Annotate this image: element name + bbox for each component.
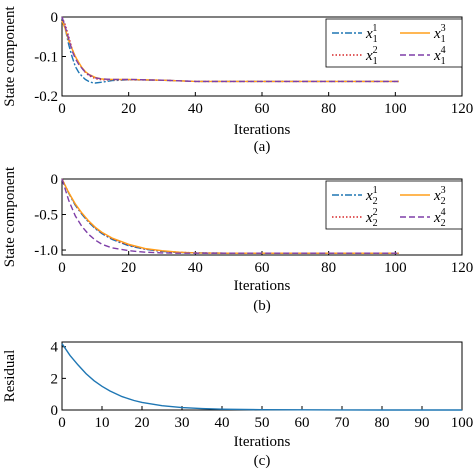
x-tick-label: 20 — [121, 101, 136, 117]
x-tick-label: 80 — [375, 415, 390, 431]
legend-superscript: 1 — [372, 23, 377, 34]
legend-superscript: 4 — [441, 207, 446, 218]
legend-name: x — [433, 188, 441, 204]
x-tick-label: 70 — [335, 415, 350, 431]
legend-entry: x23 — [433, 185, 446, 207]
legend-entry: x13 — [433, 23, 446, 45]
legend-name: x — [365, 26, 373, 42]
legend-subscript: 2 — [373, 218, 378, 229]
x-tick-label: 0 — [58, 260, 66, 276]
legend-box — [325, 180, 463, 230]
x-tick-label: 100 — [451, 415, 474, 431]
legend-name: x — [433, 26, 441, 42]
legend-entry: x12 — [365, 45, 378, 67]
legend-box — [325, 18, 463, 68]
legend-superscript: 1 — [373, 185, 378, 196]
legend-superscript: 2 — [373, 207, 378, 218]
y-tick-label: 0 — [51, 172, 59, 188]
legend-entry: x14 — [433, 45, 446, 67]
panel-caption: (a) — [254, 139, 271, 155]
legend-subscript: 1 — [373, 56, 378, 67]
x-tick-label: 60 — [255, 101, 270, 117]
y-axis-label: State component — [2, 5, 18, 106]
panel-caption: (b) — [253, 298, 271, 314]
legend-subscript: 2 — [441, 218, 446, 229]
x-tick-label: 100 — [384, 260, 407, 276]
x-tick-label: 60 — [295, 415, 310, 431]
x-tick-label: 50 — [255, 415, 270, 431]
legend-entry: x24 — [433, 207, 446, 229]
x-tick-label: 40 — [188, 260, 203, 276]
x-tick-label: 40 — [188, 101, 203, 117]
y-axis-label: Residual — [2, 350, 18, 403]
x-tick-label: 10 — [95, 415, 110, 431]
x-axis-label: Iterations — [234, 434, 291, 450]
y-tick-label: -0.1 — [34, 50, 58, 66]
series-line-4 — [61, 16, 399, 83]
axes-frame — [61, 341, 463, 411]
series-line-4 — [61, 178, 399, 254]
legend-superscript: 3 — [441, 185, 446, 196]
legend-entry: x21 — [365, 185, 378, 207]
series-line-1 — [61, 343, 462, 411]
y-tick-label: 0 — [51, 403, 59, 419]
legend-subscript: 1 — [441, 34, 446, 45]
y-axis-label: State component — [2, 166, 18, 267]
y-tick-label: 4 — [51, 340, 59, 356]
legend-name: x — [365, 48, 373, 64]
panel-c: 0 10 20 30 40 50 60 70 80 90 100 0 2 4 Iterations Resid… — [2, 340, 473, 469]
legend-subscript: 1 — [441, 56, 446, 67]
x-tick-label: 30 — [175, 415, 190, 431]
y-tick-label: -0.5 — [34, 208, 58, 224]
panel-caption: (c) — [254, 453, 271, 469]
x-tick-label: 60 — [255, 260, 270, 276]
legend-name: x — [365, 210, 373, 226]
legend-superscript: 4 — [441, 45, 446, 56]
x-tick-label: 0 — [58, 415, 66, 431]
y-tick-label: -0.2 — [34, 89, 58, 105]
panel-a: 0 20 40 60 80 100 120 0 -0.1 -0.2 Iterations State … — [2, 5, 473, 155]
x-tick-label: 100 — [384, 101, 407, 117]
legend-name: x — [433, 210, 441, 226]
x-tick-label: 120 — [451, 260, 474, 276]
legend-superscript: 2 — [373, 45, 378, 56]
legend-subscript: 2 — [441, 196, 446, 207]
panel-b: 0 20 40 60 80 100 120 0 -0.5 -1.0 Iterations State … — [2, 166, 473, 314]
legend-subscript: 1 — [373, 34, 378, 45]
x-tick-label: 40 — [215, 415, 230, 431]
legend-entry: x22 — [365, 207, 378, 229]
legend-name: x — [433, 48, 441, 64]
y-tick-label: 2 — [51, 371, 59, 387]
x-tick-label: 80 — [321, 101, 336, 117]
y-tick-label: 0 — [51, 10, 59, 26]
x-tick-label: 120 — [451, 101, 474, 117]
x-axis-label: Iterations — [234, 122, 291, 138]
legend-subscript: 2 — [373, 196, 378, 207]
legend-name: x — [365, 188, 373, 204]
x-tick-label: 20 — [135, 415, 150, 431]
x-tick-label: 0 — [58, 101, 66, 117]
legend-entry: x11 — [365, 23, 378, 45]
x-tick-label: 90 — [415, 415, 430, 431]
legend-superscript: 3 — [441, 23, 446, 34]
x-tick-label: 80 — [321, 260, 336, 276]
y-tick-label: -1.0 — [34, 243, 58, 259]
x-tick-label: 20 — [121, 260, 136, 276]
x-axis-label: Iterations — [234, 278, 291, 294]
